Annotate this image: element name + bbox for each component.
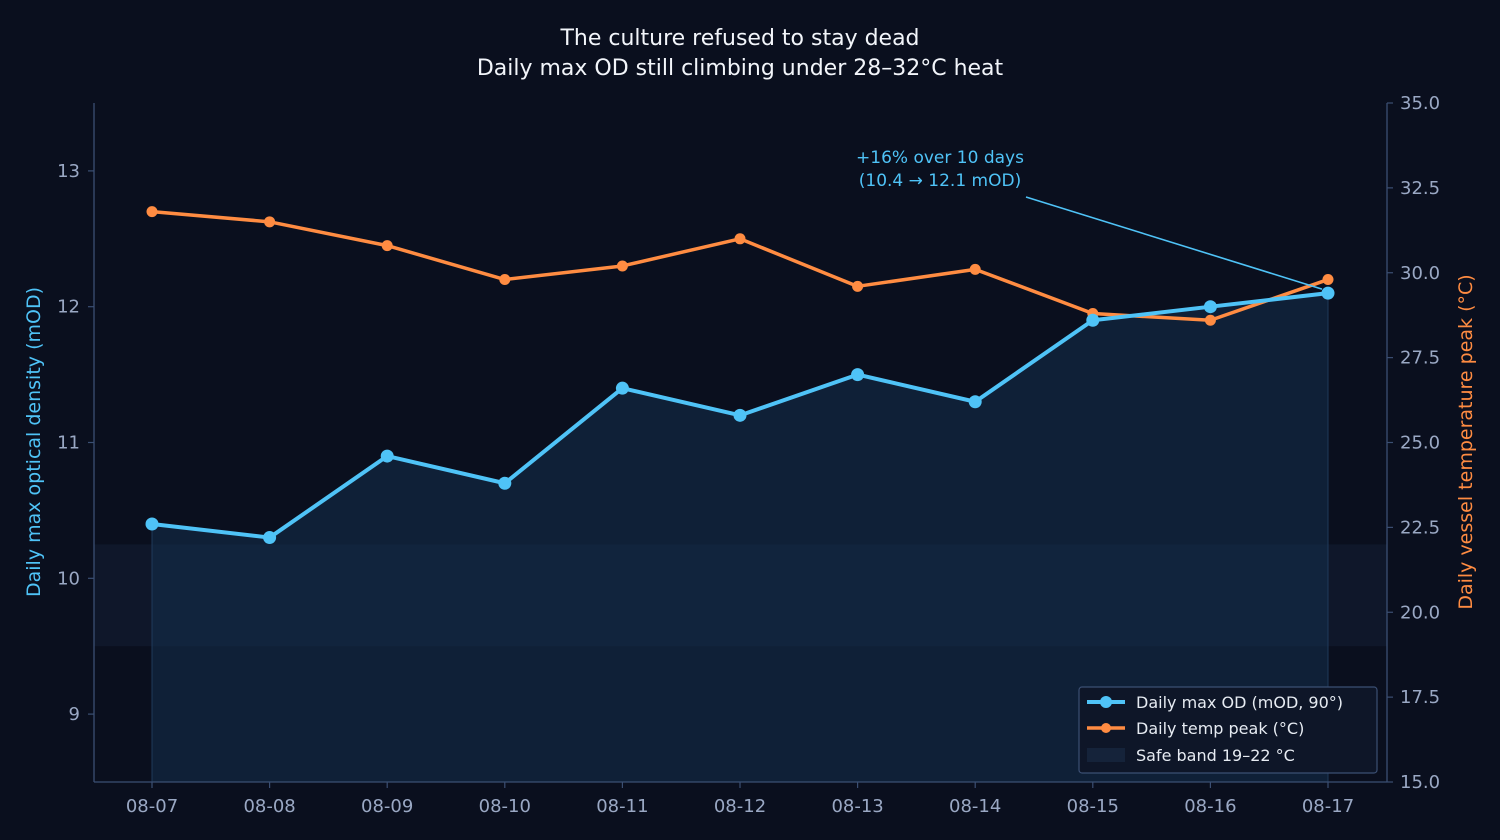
x-tick-label: 08-11 xyxy=(596,796,648,817)
y-right-tick-label: 15.0 xyxy=(1400,772,1440,793)
od-point xyxy=(1086,313,1100,327)
od-point xyxy=(851,368,865,382)
y-right-tick-label: 17.5 xyxy=(1400,687,1440,708)
annotation: +16% over 10 days (10.4 → 12.1 mOD) xyxy=(856,148,1024,191)
plot-area: 9 10 11 12 13 15.0 17.5 20.0 22.5 25.0 27.5 30.0 32.… xyxy=(57,93,1440,817)
x-tick-label: 08-10 xyxy=(479,796,531,817)
y-right-tick-label: 25.0 xyxy=(1400,433,1440,454)
x-tick-label: 08-17 xyxy=(1302,796,1354,817)
legend-marker-temp xyxy=(1101,723,1111,733)
od-point xyxy=(145,517,159,531)
legend-label-od: Daily max OD (mOD, 90°) xyxy=(1136,693,1343,712)
temp-point xyxy=(1322,274,1334,286)
temp-point xyxy=(264,216,276,228)
temp-point xyxy=(852,280,864,292)
y-left-tick-label: 9 xyxy=(69,704,80,725)
x-tick-label: 08-13 xyxy=(831,796,883,817)
y-axis-left-label: Daily max optical density (mOD) xyxy=(23,287,45,597)
legend-label-temp: Daily temp peak (°C) xyxy=(1136,719,1304,738)
y-left-tick-label: 13 xyxy=(57,161,80,182)
temp-point xyxy=(381,240,393,252)
temp-point xyxy=(1204,314,1216,326)
temp-point xyxy=(969,263,981,275)
chart-title: The culture refused to stay dead xyxy=(559,26,919,51)
od-point xyxy=(380,449,394,463)
legend-label-safe-band: Safe band 19–22 °C xyxy=(1136,746,1295,765)
chart-subtitle: Daily max OD still climbing under 28–32°… xyxy=(477,56,1004,81)
od-point xyxy=(615,381,629,395)
y-right-tick-label: 30.0 xyxy=(1400,263,1440,284)
x-tick-label: 08-14 xyxy=(949,796,1001,817)
temp-point xyxy=(146,206,158,218)
y-axis-right-label: Daily vessel temperature peak (°C) xyxy=(1455,274,1477,609)
y-left-tick-label: 12 xyxy=(57,297,80,318)
od-point xyxy=(1203,300,1217,314)
annotation-line-1: +16% over 10 days xyxy=(856,148,1024,168)
x-tick-label: 08-12 xyxy=(714,796,766,817)
y-right-tick-label: 32.5 xyxy=(1400,178,1440,199)
temp-point xyxy=(616,260,628,272)
legend: Daily max OD (mOD, 90°) Daily temp peak … xyxy=(1078,686,1378,774)
y-right-tick-label: 22.5 xyxy=(1400,517,1440,538)
od-point xyxy=(733,408,747,422)
annotation-line-2: (10.4 → 12.1 mOD) xyxy=(859,171,1021,191)
x-tick-label: 08-08 xyxy=(243,796,295,817)
legend-marker-od xyxy=(1100,696,1112,708)
y-right-tick-label: 35.0 xyxy=(1400,93,1440,114)
od-point xyxy=(263,531,277,545)
x-tick-label: 08-09 xyxy=(361,796,413,817)
annotation-arrow xyxy=(1025,196,1323,290)
y-right-tick-label: 20.0 xyxy=(1400,602,1440,623)
y-left-tick-label: 10 xyxy=(57,568,80,589)
x-tick-label: 08-15 xyxy=(1067,796,1119,817)
y-right-tick-label: 27.5 xyxy=(1400,348,1440,369)
temp-point xyxy=(734,233,746,245)
x-tick-label: 08-16 xyxy=(1184,796,1236,817)
legend-swatch-safe-band xyxy=(1087,748,1125,762)
x-tick-label: 08-07 xyxy=(126,796,178,817)
legend-box xyxy=(1078,686,1378,774)
temp-point xyxy=(499,274,511,286)
od-point xyxy=(1321,286,1335,300)
y-left-tick-label: 11 xyxy=(57,433,80,454)
od-point xyxy=(498,476,512,490)
od-point xyxy=(968,395,982,409)
